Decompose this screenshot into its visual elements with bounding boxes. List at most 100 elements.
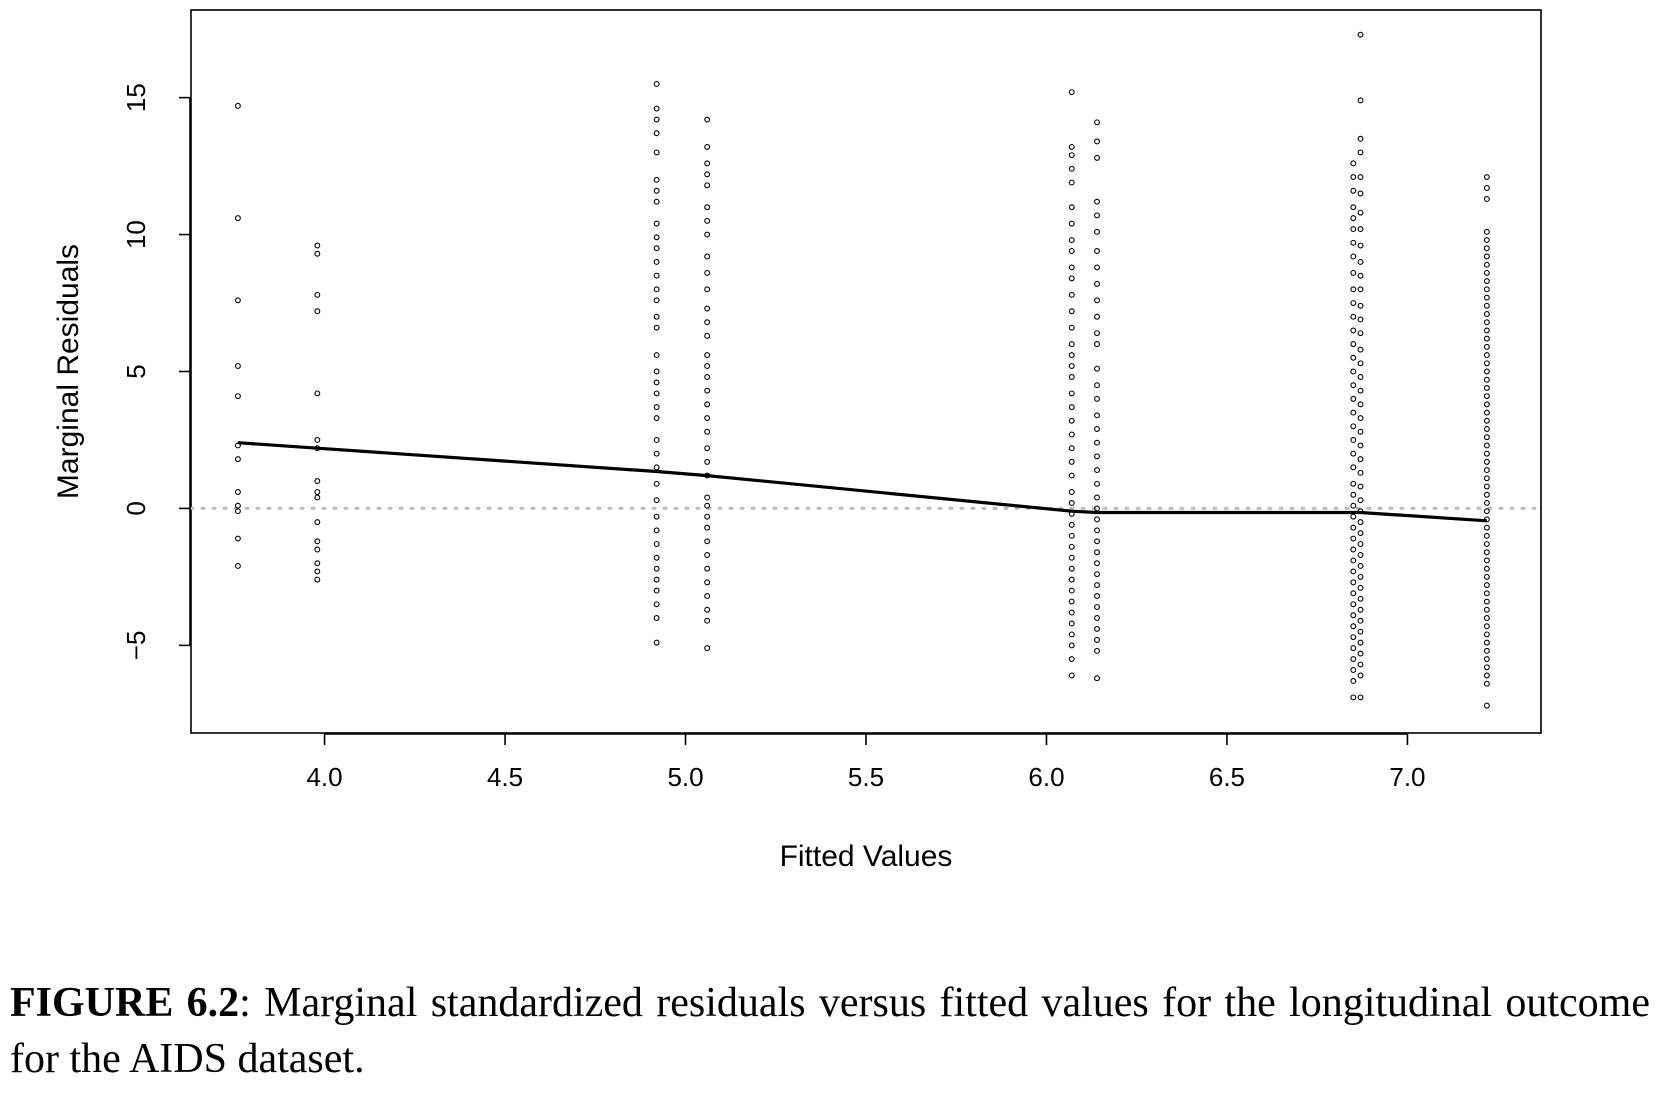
residual-point — [1350, 239, 1357, 246]
residual-point — [653, 480, 660, 487]
residual-point — [653, 541, 660, 547]
residual-point — [704, 253, 711, 260]
residual-point — [704, 458, 711, 465]
residual-point — [1068, 275, 1075, 282]
residual-point — [1483, 582, 1490, 589]
residual-point — [704, 217, 711, 224]
residual-point — [1350, 623, 1357, 630]
residual-point — [1483, 376, 1490, 383]
residual-point — [704, 305, 711, 312]
residual-point — [314, 242, 321, 249]
figure-label: FIGURE 6.2 — [10, 980, 240, 1026]
residual-point — [1483, 672, 1490, 679]
residual-point — [1483, 393, 1490, 400]
residual-point — [1350, 535, 1357, 542]
residual-point — [1068, 532, 1075, 539]
residual-point — [653, 352, 660, 359]
residual-point — [1483, 434, 1490, 441]
residual-point — [1483, 532, 1490, 539]
residual-point — [1483, 664, 1490, 671]
residual-point — [1357, 330, 1364, 337]
residual-point — [1068, 656, 1075, 663]
residual-point — [1357, 259, 1364, 265]
residual-point — [653, 297, 660, 304]
residual-point — [234, 102, 241, 109]
residual-point — [1094, 138, 1100, 145]
residual-point — [1068, 672, 1075, 679]
residual-point — [653, 313, 660, 320]
residual-point — [1068, 237, 1075, 243]
residual-point — [1094, 480, 1100, 487]
residual-point — [1350, 327, 1357, 334]
residual-point — [1357, 530, 1364, 537]
residual-point — [704, 415, 711, 422]
residual-point — [1483, 524, 1490, 531]
residual-point — [1068, 352, 1075, 359]
residual-point — [1483, 702, 1490, 709]
residual-point — [1094, 119, 1100, 126]
residual-point — [1357, 346, 1364, 353]
residual-point — [1094, 571, 1100, 578]
residual-point — [1357, 552, 1364, 558]
residual-point — [1068, 291, 1075, 298]
residual-point — [653, 259, 660, 265]
residual-point — [704, 269, 711, 276]
residual-point — [704, 513, 711, 520]
x-tick-label: 7.0 — [1389, 762, 1425, 792]
residual-point — [1350, 395, 1357, 402]
residual-point — [1483, 311, 1490, 317]
residual-point — [1068, 631, 1075, 638]
residual-point — [1357, 31, 1364, 38]
residual-point — [704, 617, 711, 624]
residual-point — [704, 160, 711, 167]
residual-point — [653, 527, 660, 534]
residual-point — [1350, 502, 1357, 509]
residual-point — [1357, 584, 1364, 591]
residual-point — [1357, 606, 1364, 613]
residual-point — [653, 615, 660, 621]
residual-point — [1068, 390, 1075, 397]
residual-point — [1068, 363, 1075, 369]
residual-point — [1357, 360, 1364, 367]
residual-point — [1483, 573, 1490, 580]
residual-point — [1350, 368, 1357, 375]
residual-point — [234, 393, 241, 400]
residual-point — [1357, 374, 1364, 380]
residual-point — [1483, 228, 1490, 235]
residual-point — [1483, 557, 1490, 564]
residual-point — [1350, 409, 1357, 416]
residual-point — [1068, 620, 1075, 627]
residual-point — [653, 187, 660, 194]
residual-point — [653, 497, 660, 504]
residual-point — [1094, 453, 1100, 460]
residual-point — [1483, 368, 1490, 375]
residual-point — [1357, 415, 1364, 422]
residual-point — [1350, 313, 1357, 320]
residual-points — [234, 31, 1490, 709]
caption-text: : Marginal standardized residuals versus… — [10, 980, 1650, 1082]
residual-point — [1094, 365, 1100, 372]
residual-point — [1068, 308, 1075, 315]
residual-point — [1068, 445, 1075, 452]
residual-point — [1068, 472, 1075, 479]
residual-point — [1483, 541, 1490, 547]
residual-point — [1068, 248, 1075, 254]
x-tick-label: 5.0 — [667, 762, 703, 792]
residual-point — [314, 291, 321, 298]
residual-point — [653, 379, 660, 386]
x-tick-label: 4.0 — [306, 762, 342, 792]
residual-point — [704, 445, 711, 452]
residual-point — [1350, 174, 1357, 181]
residual-point — [1094, 675, 1100, 682]
residual-point — [1068, 598, 1075, 605]
residual-point — [653, 404, 660, 411]
residual-point — [1068, 609, 1075, 616]
residual-point — [234, 456, 241, 463]
residual-point — [314, 546, 321, 553]
residual-point — [1357, 135, 1364, 142]
residual-point — [1357, 661, 1364, 668]
residual-point — [704, 332, 711, 339]
residual-point — [653, 437, 660, 443]
residual-point — [314, 494, 321, 501]
residual-point — [1094, 615, 1100, 621]
